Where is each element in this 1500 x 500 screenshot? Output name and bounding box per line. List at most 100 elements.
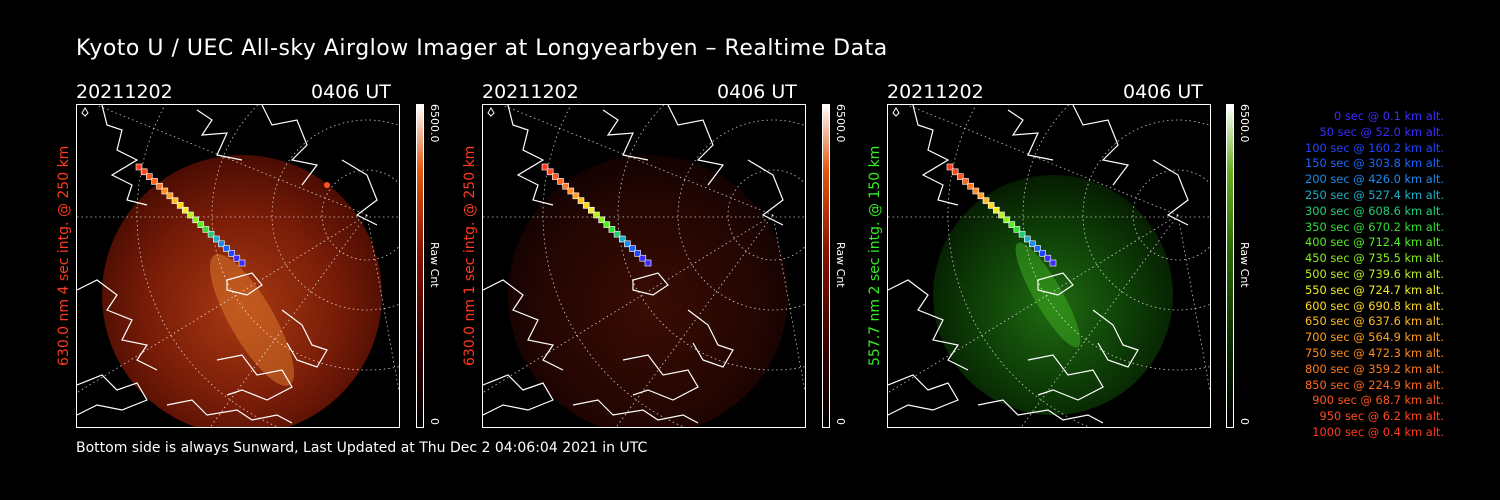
coastline — [1092, 309, 1139, 368]
latitude-circle — [1022, 105, 1210, 371]
track-marker — [588, 206, 595, 214]
track-marker — [567, 187, 575, 195]
coastline — [483, 279, 564, 371]
compass-icon — [487, 107, 495, 117]
coastline — [687, 309, 734, 368]
track-marker — [1029, 240, 1036, 248]
panel-2-ylabel: 630.0 nm 1 sec intg. @ 250 km — [462, 145, 478, 366]
track-marker — [238, 259, 246, 267]
legend-row: 850 sec @ 224.9 km alt. — [1305, 377, 1444, 392]
coastline — [507, 105, 554, 206]
track-marker — [613, 230, 621, 238]
panel-2-time: 0406 UT — [717, 81, 797, 103]
track-marker — [1034, 245, 1041, 252]
panel-2-colorbar — [822, 104, 830, 428]
track-marker — [1008, 221, 1016, 228]
panel-3-cbar-max: 6500.0 — [1238, 104, 1251, 143]
latitude-circle — [211, 105, 399, 371]
track-marker — [1039, 250, 1046, 257]
track-marker — [176, 202, 184, 209]
legend-row: 500 sec @ 739.6 km alt. — [1305, 266, 1444, 281]
legend-row: 450 sec @ 735.5 km alt. — [1305, 251, 1444, 266]
legend-row: 700 sec @ 564.9 km alt. — [1305, 330, 1444, 345]
longitude-line — [483, 214, 774, 394]
legend-row: 600 sec @ 690.8 km alt. — [1305, 298, 1444, 313]
coastline — [602, 109, 649, 161]
panel-2-cbar-max: 6500.0 — [834, 104, 847, 143]
coastline — [77, 374, 148, 416]
track-marker — [187, 211, 194, 219]
panel-1-cbar-min: 0 — [428, 418, 441, 425]
track-marker — [1003, 216, 1010, 224]
track-marker — [192, 216, 199, 224]
track-marker — [946, 163, 954, 171]
coastline — [977, 399, 1104, 424]
coastline — [341, 159, 378, 226]
panel-1-cbar-unit: Raw Cnt — [428, 242, 441, 288]
panel-3-ylabel: 557.7 nm 2 sec intg. @ 150 km — [867, 145, 883, 366]
coastline — [667, 105, 725, 186]
track-marker — [1044, 254, 1052, 262]
track-marker — [1018, 230, 1026, 238]
track-marker — [582, 202, 590, 209]
track-marker — [146, 173, 153, 180]
track-marker — [982, 197, 990, 204]
coastline — [572, 399, 699, 424]
track-marker — [987, 202, 995, 209]
coastline — [888, 279, 969, 371]
panel-2-cbar-unit: Raw Cnt — [834, 242, 847, 288]
legend: 0 sec @ 0.1 km alt. 50 sec @ 52.0 km alt.… — [1262, 109, 1444, 441]
track-marker — [598, 216, 605, 224]
panel-3-colorbar — [1226, 104, 1234, 428]
coastline — [1027, 354, 1104, 401]
track-marker — [228, 250, 235, 257]
compass-icon — [81, 107, 89, 117]
track-marker — [957, 173, 964, 180]
longitude-line — [888, 214, 1179, 394]
track-marker — [552, 173, 559, 180]
track-marker — [207, 230, 215, 238]
panel-2-date: 20211202 — [482, 81, 579, 103]
track-marker — [593, 211, 600, 219]
latitude-circle — [1082, 119, 1210, 311]
aurora-arc — [1015, 242, 1081, 348]
track-marker — [962, 178, 969, 185]
track-marker — [624, 240, 631, 248]
track-marker — [557, 178, 564, 185]
coastline — [166, 399, 293, 424]
track-marker — [629, 245, 636, 252]
track-marker — [634, 250, 641, 257]
latitude-circle — [727, 169, 805, 261]
panel-1-allsky-svg — [77, 105, 399, 427]
legend-row: 1000 sec @ 0.4 km alt. — [1312, 424, 1444, 439]
coastline — [1152, 159, 1189, 226]
panel-2-image — [482, 104, 806, 428]
panel-1-date: 20211202 — [76, 81, 173, 103]
coastline — [1007, 109, 1054, 161]
track-marker — [644, 259, 652, 267]
coastline — [483, 374, 554, 416]
track-marker — [197, 221, 205, 228]
track-marker — [1013, 226, 1021, 233]
latitude-circle — [617, 105, 805, 371]
track-marker — [603, 221, 611, 228]
track-marker — [993, 206, 1000, 214]
panel-1-cbar-max: 6500.0 — [428, 104, 441, 143]
track-marker — [951, 168, 959, 176]
footer-note: Bottom side is always Sunward, Last Upda… — [76, 440, 648, 456]
coastline — [888, 374, 959, 416]
track-marker — [166, 192, 174, 200]
panel-3-image — [887, 104, 1211, 428]
legend-row: 650 sec @ 637.6 km alt. — [1305, 314, 1444, 329]
coastline — [622, 354, 699, 401]
panel-1-time: 0406 UT — [311, 81, 391, 103]
longitude-line — [772, 214, 805, 394]
latitude-circle — [271, 119, 399, 311]
track-marker — [1024, 235, 1031, 243]
legend-row: 800 sec @ 359.2 km alt. — [1305, 361, 1444, 376]
legend-row: 900 sec @ 68.7 km alt. — [1312, 393, 1444, 408]
track-marker — [156, 182, 163, 190]
panel-3-cbar-min: 0 — [1238, 418, 1251, 425]
coastline — [216, 354, 293, 401]
track-marker — [140, 168, 148, 176]
